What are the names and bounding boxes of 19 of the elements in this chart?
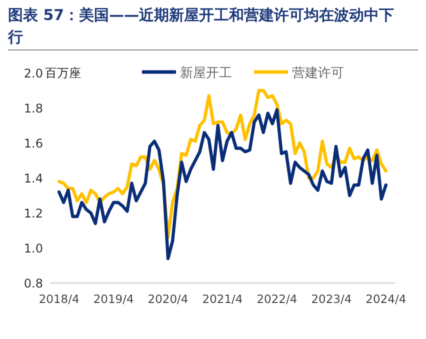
line-series [57, 108, 388, 260]
x-tick-label: 2022/4 [256, 292, 298, 306]
y-axis-title: 百万座 [45, 66, 81, 80]
y-tick-label: 0.8 [24, 276, 43, 290]
title: 图表 57：美国——近期新屋开工和营建许可均在波动中下行 [8, 6, 394, 46]
y-tick-label: 1.8 [24, 102, 43, 116]
y-tick-label: 1.0 [24, 242, 43, 256]
x-tick-label: 2024/4 [366, 292, 406, 306]
x-tick-label: 2023/4 [311, 292, 352, 306]
legend-label: 营建许可 [292, 66, 344, 81]
y-tick-label: 1.4 [24, 172, 43, 186]
x-tick-label: 2019/4 [93, 292, 134, 306]
x-tick-label: 2021/4 [202, 292, 243, 306]
legend-label: 新屋开工 [180, 66, 232, 81]
y-tick-label: 1.2 [24, 206, 43, 220]
y-tick-label: 2.0 [24, 66, 43, 80]
x-tick-label: 2020/4 [148, 292, 188, 306]
y-tick-label: 1.6 [24, 136, 43, 150]
x-tick-label: 2018/4 [38, 292, 80, 306]
